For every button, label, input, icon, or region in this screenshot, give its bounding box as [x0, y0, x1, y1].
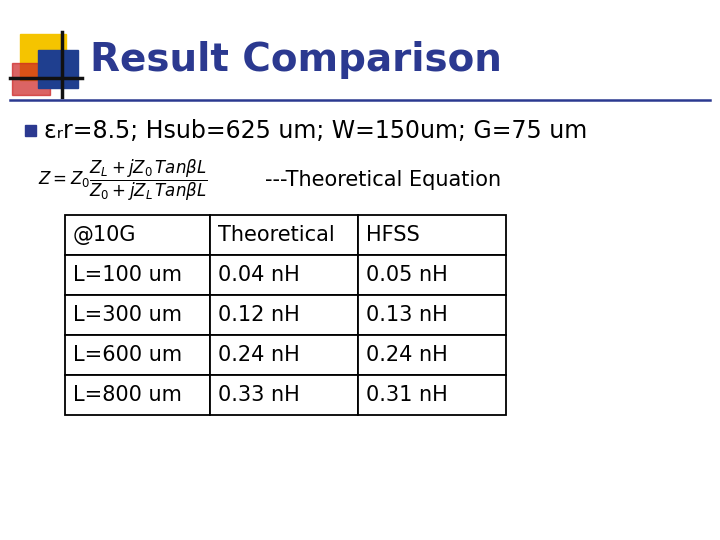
Text: 0.24 nH: 0.24 nH: [366, 345, 448, 365]
Bar: [25, 125, 36, 136]
Bar: [210, 375, 358, 415]
Bar: [65, 255, 210, 295]
Bar: [65, 375, 210, 415]
Bar: [358, 215, 506, 255]
Text: 0.12 nH: 0.12 nH: [218, 305, 300, 325]
Text: L=100 um: L=100 um: [73, 265, 182, 285]
Text: 0.33 nH: 0.33 nH: [218, 385, 300, 405]
Bar: [358, 255, 506, 295]
Bar: [210, 335, 358, 375]
Bar: [210, 255, 358, 295]
Text: 0.13 nH: 0.13 nH: [366, 305, 448, 325]
Text: εᵣr=8.5; Hsub=625 um; W=150um; G=75 um: εᵣr=8.5; Hsub=625 um; W=150um; G=75 um: [44, 119, 588, 143]
Text: @10G: @10G: [73, 225, 137, 245]
Text: L=300 um: L=300 um: [73, 305, 182, 325]
Bar: [65, 295, 210, 335]
Text: 0.05 nH: 0.05 nH: [366, 265, 448, 285]
Text: 0.04 nH: 0.04 nH: [218, 265, 300, 285]
Text: 0.24 nH: 0.24 nH: [218, 345, 300, 365]
Bar: [210, 295, 358, 335]
Text: Theoretical: Theoretical: [218, 225, 335, 245]
Bar: [65, 335, 210, 375]
Bar: [358, 375, 506, 415]
Bar: [358, 295, 506, 335]
Bar: [12, 63, 50, 95]
Text: ---Theoretical Equation: ---Theoretical Equation: [265, 170, 501, 190]
Bar: [20, 34, 66, 80]
Bar: [38, 50, 78, 88]
Bar: [65, 215, 210, 255]
Text: HFSS: HFSS: [366, 225, 420, 245]
Bar: [358, 335, 506, 375]
Text: 0.31 nH: 0.31 nH: [366, 385, 448, 405]
Text: L=600 um: L=600 um: [73, 345, 182, 365]
Text: Result Comparison: Result Comparison: [90, 41, 502, 79]
Text: $Z = Z_0\dfrac{Z_L + jZ_0\,Tan\beta L}{Z_0 + jZ_L\,Tan\beta L}$: $Z = Z_0\dfrac{Z_L + jZ_0\,Tan\beta L}{Z…: [38, 157, 207, 202]
Bar: [210, 215, 358, 255]
Text: L=800 um: L=800 um: [73, 385, 182, 405]
